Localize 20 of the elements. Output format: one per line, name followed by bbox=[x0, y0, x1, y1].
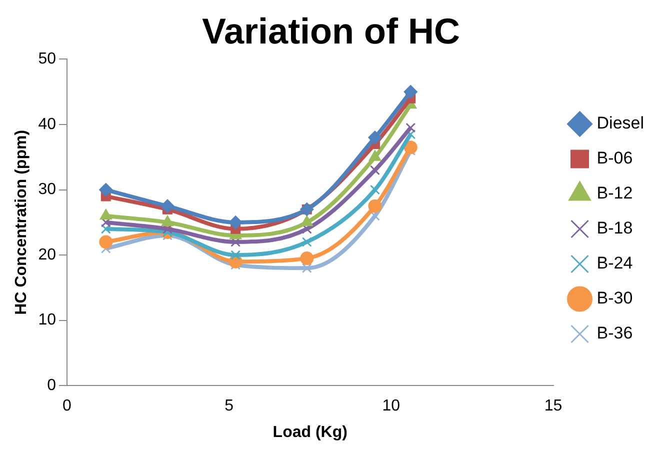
x-axis-title: Load (Kg) bbox=[272, 424, 348, 441]
y-tick-label: 40 bbox=[38, 116, 56, 133]
legend-label: B-30 bbox=[596, 288, 633, 308]
legend-label: Diesel bbox=[596, 114, 644, 133]
legend-label: B-24 bbox=[596, 254, 633, 273]
legend-label: B-06 bbox=[596, 148, 633, 168]
x-tick-label: 15 bbox=[544, 398, 562, 415]
legend-label: B-12 bbox=[596, 184, 633, 203]
y-tick-label: 20 bbox=[38, 246, 56, 264]
legend-label: B-18 bbox=[596, 218, 633, 238]
y-tick-label: 10 bbox=[38, 312, 56, 329]
x-tick-label: 5 bbox=[224, 398, 234, 415]
y-tick-label: 0 bbox=[47, 377, 56, 394]
x-tick-label: 10 bbox=[382, 398, 400, 415]
legend-label: B-36 bbox=[596, 324, 633, 343]
x-tick-label: 0 bbox=[62, 398, 72, 415]
y-tick-label: 50 bbox=[38, 50, 56, 68]
chart-title: Variation of HC bbox=[202, 10, 460, 52]
y-tick-label: 30 bbox=[38, 181, 56, 198]
y-axis-title: HC Concentration (ppm) bbox=[13, 130, 30, 315]
